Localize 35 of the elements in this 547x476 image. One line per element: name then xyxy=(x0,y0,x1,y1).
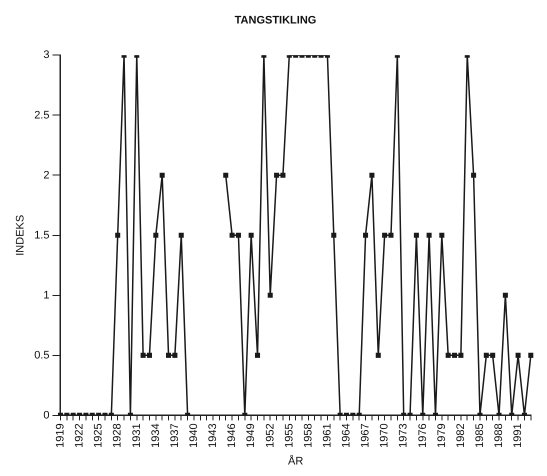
x-tick-label: 1970 xyxy=(378,423,391,448)
x-tick-label: 1931 xyxy=(130,423,143,448)
x-tick-label: 1919 xyxy=(54,423,67,448)
y-tick-label: 0.5 xyxy=(34,349,50,362)
y-tick-label: 3 xyxy=(43,49,50,62)
x-tick-label: 1937 xyxy=(168,423,181,448)
x-tick-label: 1928 xyxy=(112,423,124,448)
x-tick-label: 1991 xyxy=(512,423,524,448)
y-tick-label: 2 xyxy=(43,169,50,182)
x-tick-label: 1961 xyxy=(321,423,334,448)
x-tick-label: 1952 xyxy=(264,423,276,448)
chart-title: TANGSTIKLING xyxy=(234,14,316,27)
x-tick-label: 1982 xyxy=(454,423,467,448)
x-tick-label: 1934 xyxy=(150,423,162,448)
y-axis-title: INDEKS xyxy=(14,214,27,256)
y-tick-label: 1.5 xyxy=(34,229,50,242)
x-tick-label: 1958 xyxy=(302,423,314,448)
x-tick-label: 1949 xyxy=(245,423,258,448)
x-tick-label: 1925 xyxy=(92,423,105,448)
y-tick-label: 1 xyxy=(43,289,50,302)
x-tick-label: 1976 xyxy=(416,423,429,448)
y-tick-label: 0 xyxy=(43,409,50,422)
x-tick-label: 1967 xyxy=(360,423,372,448)
x-tick-label: 1988 xyxy=(493,423,506,448)
x-tick-label: 1922 xyxy=(74,423,86,448)
y-tick-label: 2.5 xyxy=(34,109,50,122)
x-axis-title: ÅR xyxy=(288,454,304,468)
x-tick-label: 1985 xyxy=(474,423,486,448)
x-tick-label: 1940 xyxy=(188,423,200,448)
x-tick-label: 1955 xyxy=(283,423,296,448)
x-tick-label: 1979 xyxy=(436,423,448,448)
x-tick-label: 1946 xyxy=(226,423,238,448)
x-tick-label: 1964 xyxy=(340,423,353,448)
x-tick-label: 1943 xyxy=(207,423,220,448)
x-tick-label: 1973 xyxy=(398,423,410,448)
